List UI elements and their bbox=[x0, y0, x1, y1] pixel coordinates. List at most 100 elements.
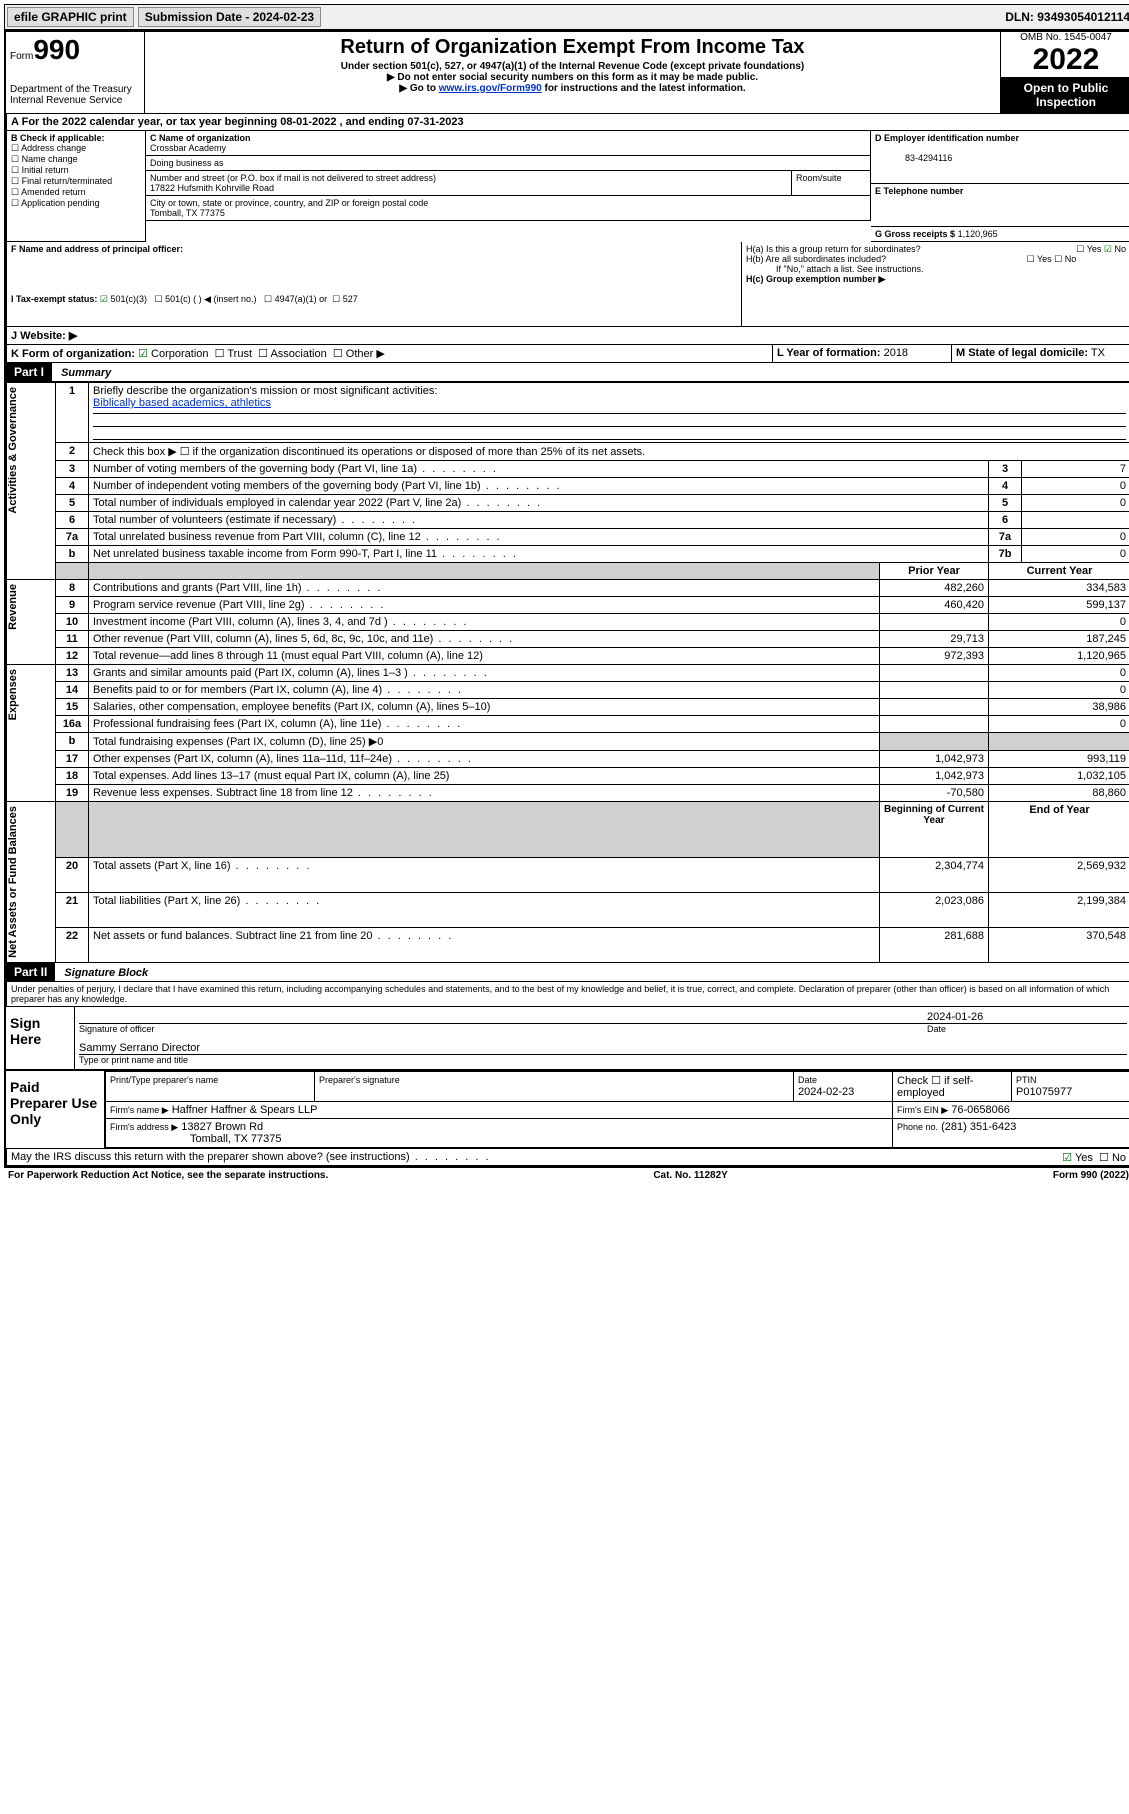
cb-corp[interactable]: Corporation bbox=[138, 348, 208, 360]
row-col-headers: Prior YearCurrent Year bbox=[7, 563, 1129, 580]
firm-ein-label: Firm's EIN ▶ bbox=[897, 1105, 948, 1115]
cb-initial-return[interactable]: Initial return bbox=[11, 165, 69, 175]
cb-address-change[interactable]: Address change bbox=[11, 143, 86, 153]
form-id-box: Form990 Department of the Treasury Inter… bbox=[6, 32, 145, 113]
goto-prefix: Go to bbox=[410, 83, 439, 94]
firm-name-label: Firm's name ▶ bbox=[110, 1105, 169, 1115]
cb-ha-yes[interactable]: Yes bbox=[1076, 244, 1101, 254]
goto-suffix: for instructions and the latest informat… bbox=[542, 83, 746, 94]
cb-ha-no[interactable]: No bbox=[1104, 244, 1126, 254]
irs-label: Internal Revenue Service bbox=[10, 95, 140, 106]
part1-bar: Part I Summary bbox=[6, 363, 1129, 382]
cb-final-return[interactable]: Final return/terminated bbox=[11, 176, 112, 186]
city-label: City or town, state or province, country… bbox=[150, 198, 428, 208]
box-c: C Name of organization Crossbar Academy … bbox=[146, 131, 871, 242]
cb-discuss-no[interactable]: No bbox=[1099, 1152, 1126, 1164]
prep-date: 2024-02-23 bbox=[798, 1086, 854, 1098]
tax-year: 2022 bbox=[1001, 43, 1129, 77]
cb-assoc[interactable]: Association bbox=[258, 348, 327, 360]
top-bar: efile GRAPHIC print Submission Date - 20… bbox=[4, 4, 1129, 30]
line-a-tax-year: A For the 2022 calendar year, or tax yea… bbox=[6, 114, 1129, 131]
form-title: Return of Organization Exempt From Incom… bbox=[147, 36, 998, 59]
cb-hb-no[interactable]: No bbox=[1054, 254, 1076, 264]
cb-hb-yes[interactable]: Yes bbox=[1027, 254, 1052, 264]
subtitle: Under section 501(c), 527, or 4947(a)(1)… bbox=[147, 61, 998, 72]
declaration: Under penalties of perjury, I declare th… bbox=[6, 982, 1129, 1007]
cb-501c[interactable]: 501(c) ( ) ◀ (insert no.) bbox=[154, 294, 256, 304]
side-net: Net Assets or Fund Balances bbox=[7, 802, 19, 962]
footer-right: Form 990 (2022) bbox=[1053, 1170, 1129, 1181]
part2-bar: Part II Signature Block bbox=[6, 963, 1129, 982]
cb-name-change[interactable]: Name change bbox=[11, 154, 78, 164]
sig-date: 2024-01-26 bbox=[927, 1011, 1127, 1024]
firm-name: Haffner Haffner & Spears LLP bbox=[172, 1104, 318, 1116]
prep-sig-label: Preparer's signature bbox=[319, 1075, 400, 1085]
street-label: Number and street (or P.O. box if mail i… bbox=[150, 173, 436, 183]
footer-left: For Paperwork Reduction Act Notice, see … bbox=[8, 1170, 328, 1181]
box-k-label: K Form of organization: bbox=[11, 348, 135, 360]
row-5: 5Total number of individuals employed in… bbox=[7, 495, 1129, 512]
ptin-label: PTIN bbox=[1016, 1075, 1037, 1085]
form-container: Form990 Department of the Treasury Inter… bbox=[4, 30, 1129, 1168]
cb-trust[interactable]: Trust bbox=[215, 348, 252, 360]
row-7b: bNet unrelated business taxable income f… bbox=[7, 546, 1129, 563]
cb-amended[interactable]: Amended return bbox=[11, 187, 86, 197]
title-box: Return of Organization Exempt From Incom… bbox=[145, 32, 1000, 113]
page-footer: For Paperwork Reduction Act Notice, see … bbox=[4, 1168, 1129, 1183]
street-value: 17822 Hufsmith Kohrville Road bbox=[150, 183, 274, 193]
row-4: 4Number of independent voting members of… bbox=[7, 478, 1129, 495]
officer-title-label: Type or print name and title bbox=[79, 1055, 1127, 1065]
summary-table: Activities & Governance 1 Briefly descri… bbox=[6, 382, 1129, 963]
paid-preparer: Paid Preparer Use Only bbox=[6, 1071, 105, 1148]
officer-name: Sammy Serrano Director bbox=[79, 1042, 1127, 1055]
box-g-label: G Gross receipts $ bbox=[875, 229, 955, 239]
box-hb-note: If "No," attach a list. See instructions… bbox=[746, 264, 923, 274]
may-irs-discuss: May the IRS discuss this return with the… bbox=[6, 1149, 1129, 1166]
box-b: B Check if applicable: Address change Na… bbox=[6, 131, 146, 242]
box-m-label: M State of legal domicile: bbox=[956, 347, 1088, 359]
gross-receipts: 1,120,965 bbox=[958, 229, 998, 239]
room-suite: Room/suite bbox=[792, 171, 871, 196]
q1-label: Briefly describe the organization's miss… bbox=[93, 385, 437, 397]
cb-501c3[interactable]: 501(c)(3) bbox=[100, 294, 147, 304]
prep-name-label: Print/Type preparer's name bbox=[110, 1075, 218, 1085]
omb-number: OMB No. 1545-0047 bbox=[1001, 32, 1129, 43]
box-d-label: D Employer identification number bbox=[875, 133, 1019, 143]
cb-app-pending[interactable]: Application pending bbox=[11, 198, 100, 208]
row-3: 3Number of voting members of the governi… bbox=[7, 461, 1129, 478]
date-label: Date bbox=[927, 1024, 1127, 1034]
cb-other[interactable]: Other ▶ bbox=[333, 348, 385, 360]
sign-here: Sign Here bbox=[6, 1007, 75, 1069]
dept-treasury: Department of the Treasury bbox=[10, 84, 140, 95]
q1-answer: Biblically based academics, athletics bbox=[93, 397, 271, 409]
side-governance: Activities & Governance bbox=[7, 383, 19, 518]
q2: Check this box ▶ ☐ if the organization d… bbox=[89, 443, 1129, 461]
check-self-employed[interactable]: Check ☐ if self-employed bbox=[893, 1071, 1012, 1101]
cb-4947[interactable]: 4947(a)(1) or bbox=[264, 294, 327, 304]
part1-title: Summary bbox=[55, 367, 111, 379]
dln: DLN: 93493054012114 bbox=[1005, 10, 1129, 24]
year-formation: 2018 bbox=[884, 347, 908, 359]
box-f-label: F Name and address of principal officer: bbox=[11, 244, 183, 254]
form-label: Form bbox=[10, 51, 33, 62]
firm-addr1: 13827 Brown Rd bbox=[181, 1121, 263, 1133]
box-e-label: E Telephone number bbox=[875, 186, 963, 196]
cb-527[interactable]: 527 bbox=[332, 294, 358, 304]
form-header: Form990 Department of the Treasury Inter… bbox=[6, 32, 1129, 114]
prep-date-label: Date bbox=[798, 1075, 817, 1085]
side-revenue: Revenue bbox=[7, 580, 19, 634]
city-value: Tomball, TX 77375 bbox=[150, 208, 225, 218]
box-b-label: B Check if applicable: bbox=[11, 133, 105, 143]
cb-discuss-yes[interactable]: Yes bbox=[1062, 1152, 1093, 1164]
omb-box: OMB No. 1545-0047 2022 Open to Public In… bbox=[1000, 32, 1129, 113]
ein-value: 83-4294116 bbox=[875, 153, 952, 163]
irs-link[interactable]: www.irs.gov/Form990 bbox=[439, 83, 542, 94]
right-col-deg: D Employer identification number 83-4294… bbox=[871, 131, 1129, 242]
efile-button[interactable]: efile GRAPHIC print bbox=[7, 7, 134, 27]
box-hb: H(b) Are all subordinates included? bbox=[746, 254, 886, 264]
part2-header: Part II bbox=[6, 963, 55, 981]
box-ha: H(a) Is this a group return for subordin… bbox=[746, 244, 921, 254]
phone-value: (281) 351-6423 bbox=[941, 1121, 1016, 1133]
note-goto: Go to www.irs.gov/Form990 for instructio… bbox=[147, 83, 998, 94]
part1-header: Part I bbox=[6, 363, 52, 381]
